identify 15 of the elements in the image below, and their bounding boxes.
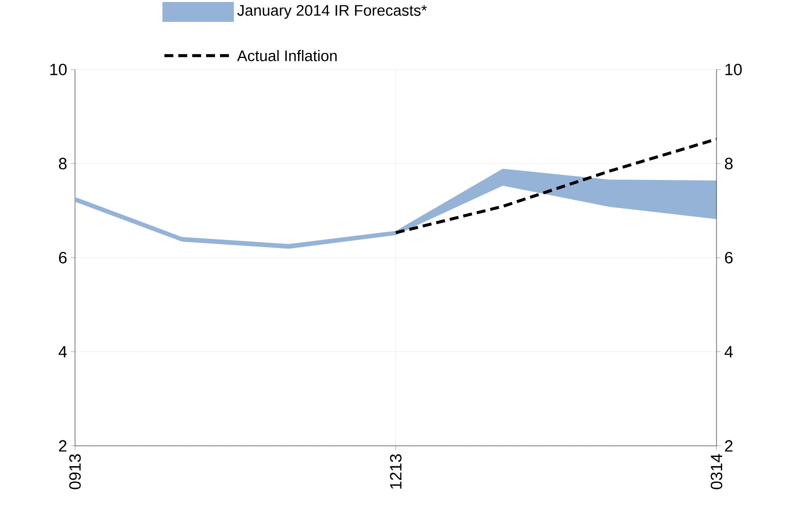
legend-label: January 2014 IR Forecasts*: [237, 4, 427, 19]
y-tick-label: 8: [58, 158, 67, 170]
x-tick-label: 0913: [69, 454, 81, 490]
y2-tick-label: 10: [725, 64, 742, 76]
y-tick-label: 4: [58, 346, 67, 358]
y-tick-label: 10: [50, 64, 67, 76]
y-tick-label: 2: [59, 440, 66, 452]
y2-tick-label: 6: [725, 252, 733, 264]
x-tick-label: 1213: [390, 454, 402, 488]
y2-tick-label: 4: [724, 346, 733, 358]
y2-tick-label: 2: [725, 440, 732, 452]
y-tick-label: 6: [59, 252, 67, 264]
legend-label: Actual Inflation: [237, 50, 337, 62]
y2-tick-label: 8: [724, 158, 733, 170]
x-tick-label: 0314: [710, 454, 722, 490]
